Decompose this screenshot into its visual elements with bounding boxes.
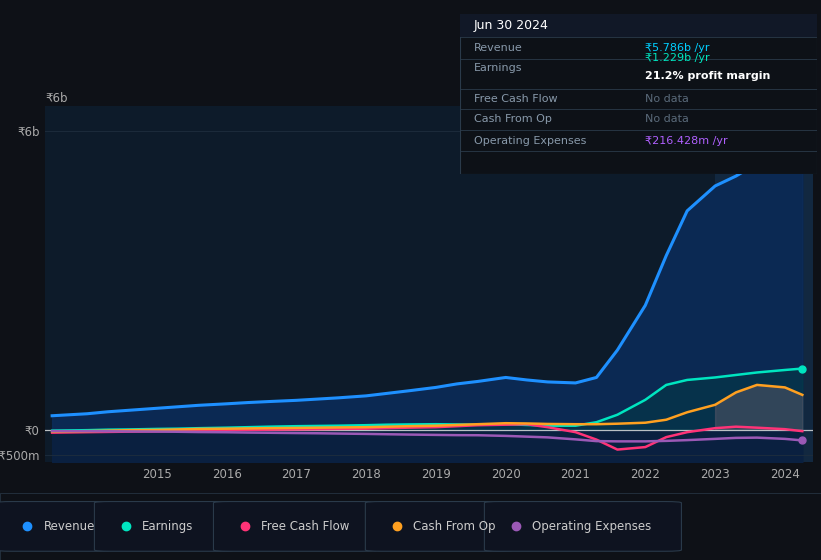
Text: Operating Expenses: Operating Expenses [474, 136, 586, 146]
Text: No data: No data [645, 94, 690, 104]
Text: ₹1.229b /yr: ₹1.229b /yr [645, 53, 710, 63]
Text: No data: No data [645, 114, 690, 124]
Text: Cash From Op: Cash From Op [474, 114, 552, 124]
FancyBboxPatch shape [484, 502, 681, 551]
FancyBboxPatch shape [365, 502, 513, 551]
Text: Cash From Op: Cash From Op [413, 520, 495, 533]
Text: ₹216.428m /yr: ₹216.428m /yr [645, 136, 728, 146]
Text: Earnings: Earnings [142, 520, 194, 533]
Bar [460, 14, 817, 37]
Text: ₹6b: ₹6b [45, 92, 67, 105]
FancyBboxPatch shape [0, 502, 111, 551]
Text: Revenue: Revenue [474, 43, 523, 53]
Text: 21.2% profit margin: 21.2% profit margin [645, 71, 771, 81]
Text: ₹5.786b /yr: ₹5.786b /yr [645, 43, 710, 53]
Text: Free Cash Flow: Free Cash Flow [261, 520, 350, 533]
Text: Earnings: Earnings [474, 63, 522, 73]
Text: Jun 30 2024: Jun 30 2024 [474, 19, 549, 32]
Text: Free Cash Flow: Free Cash Flow [474, 94, 557, 104]
Bar [715, 106, 813, 462]
FancyBboxPatch shape [94, 502, 234, 551]
Text: Operating Expenses: Operating Expenses [532, 520, 651, 533]
Text: Revenue: Revenue [44, 520, 95, 533]
FancyBboxPatch shape [213, 502, 378, 551]
